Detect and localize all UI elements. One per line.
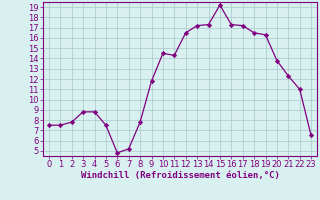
X-axis label: Windchill (Refroidissement éolien,°C): Windchill (Refroidissement éolien,°C) bbox=[81, 171, 279, 180]
